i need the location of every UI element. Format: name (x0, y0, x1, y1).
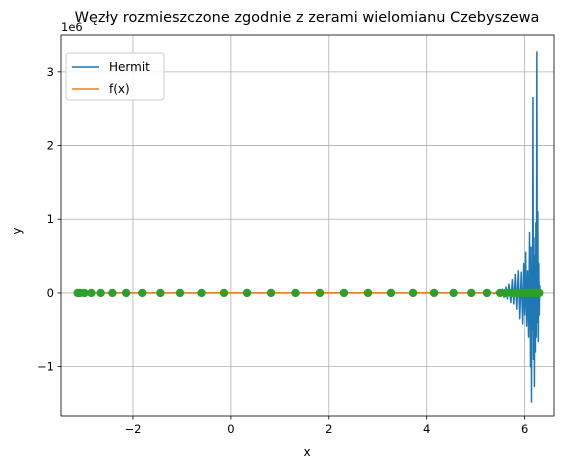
node-point (242, 288, 252, 298)
x-tick-label: 2 (325, 422, 332, 436)
y-tick-label: −1 (37, 360, 54, 374)
node-point (535, 288, 544, 298)
node-point (219, 288, 229, 298)
node-point (339, 288, 349, 298)
x-tick-label: −2 (124, 422, 141, 436)
node-point (80, 288, 89, 298)
legend-label-hermit: Hermit (109, 60, 150, 74)
legend: Hermit f(x) (65, 52, 165, 101)
ticks: −2 0 2 4 6 −1 0 1 2 3 (37, 65, 528, 436)
y-tick-label: 0 (47, 286, 54, 300)
x-tick-label: 6 (521, 422, 528, 436)
node-point (495, 288, 505, 298)
node-point (291, 288, 300, 298)
node-point (121, 288, 131, 298)
x-tick-label: 4 (423, 422, 430, 436)
x-tick-label: 0 (227, 422, 234, 436)
node-point (467, 288, 476, 298)
legend-label-fx: f(x) (109, 82, 130, 96)
node-point (138, 288, 147, 298)
plot-area (73, 51, 544, 403)
chart-title: Węzły rozmieszczone zgodnie z zerami wie… (75, 10, 540, 26)
y-axis-label: y (10, 227, 24, 234)
node-point (96, 288, 105, 298)
node-point (315, 288, 325, 298)
x-axis-label: x (303, 445, 310, 459)
node-point (156, 288, 165, 298)
node-point (449, 288, 458, 298)
node-point (87, 288, 96, 298)
node-point (429, 288, 439, 298)
node-point (501, 288, 511, 298)
node-point (386, 288, 396, 298)
node-point (482, 288, 492, 298)
node-point (408, 288, 418, 298)
y-tick-label: 1 (47, 212, 54, 226)
node-point (108, 288, 117, 298)
node-point (363, 288, 373, 298)
y-offset-text: 1e6 (61, 20, 83, 34)
node-point (197, 288, 206, 298)
y-tick-label: 2 (47, 139, 54, 153)
node-point (175, 288, 185, 298)
y-tick-label: 3 (47, 65, 54, 79)
node-point (266, 288, 276, 298)
axes-frame (60, 34, 555, 417)
